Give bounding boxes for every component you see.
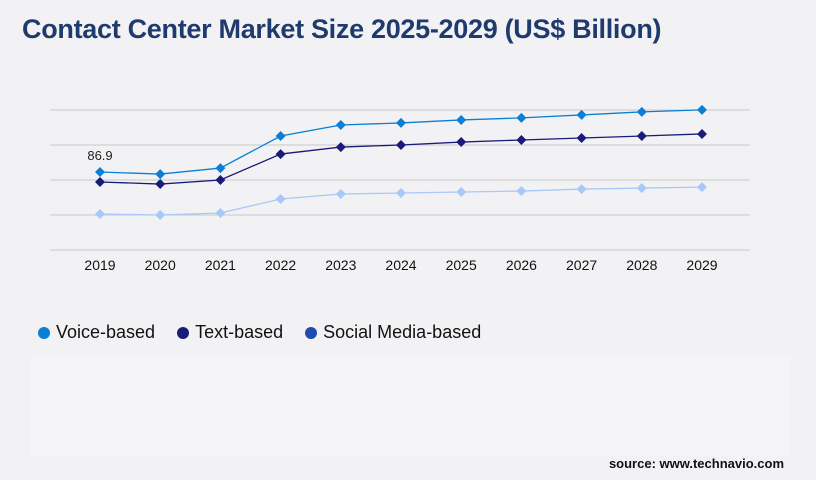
data-point xyxy=(335,189,346,199)
data-point xyxy=(335,142,346,153)
data-point xyxy=(215,163,226,174)
data-point xyxy=(95,176,105,187)
x-tick-label: 2022 xyxy=(265,257,296,273)
source-text: source: www.technavio.com xyxy=(608,456,784,471)
x-tick-label: 2023 xyxy=(325,257,356,273)
data-point xyxy=(636,106,647,117)
data-point xyxy=(215,175,226,185)
legend-label: Voice-based xyxy=(56,322,156,342)
legend-item: Text-based xyxy=(177,322,283,343)
data-point xyxy=(155,169,166,180)
data-point xyxy=(456,114,467,125)
data-point xyxy=(516,186,527,197)
data-point xyxy=(95,209,105,220)
data-point xyxy=(576,109,587,120)
data-point xyxy=(576,133,587,143)
data-point xyxy=(155,179,166,190)
legend-marker-icon xyxy=(305,326,318,339)
legend-item: Social Media-based xyxy=(305,322,481,343)
legend: Voice-based Text-based Social Media-based xyxy=(38,322,481,343)
data-point xyxy=(215,208,226,219)
data-point xyxy=(636,183,647,194)
x-tick-label: 2019 xyxy=(84,257,115,273)
data-point xyxy=(516,112,527,123)
data-point xyxy=(697,128,707,139)
background-panel xyxy=(30,356,790,456)
x-tick-label: 2029 xyxy=(686,257,717,273)
x-tick-label: 2027 xyxy=(566,257,597,273)
legend-marker-icon xyxy=(177,326,190,339)
x-tick-label: 2026 xyxy=(506,257,537,273)
data-point xyxy=(697,182,707,193)
data-point xyxy=(335,119,346,130)
data-point xyxy=(456,137,467,148)
data-point xyxy=(155,210,166,220)
data-point xyxy=(636,131,647,142)
legend-label: Social Media-based xyxy=(323,322,482,342)
data-point xyxy=(456,187,467,198)
line-chart: 2019 2020 2021 2022 2023 2024 2025 2026 2027 2028… xyxy=(50,104,750,273)
x-tick-label: 2025 xyxy=(446,257,477,273)
legend-label: Text-based xyxy=(195,322,284,342)
chart-title: Contact Center Market Size 2025-2029 (US… xyxy=(22,14,662,44)
data-point xyxy=(275,131,286,142)
data-point xyxy=(396,188,406,199)
data-label: 86.9 xyxy=(87,148,112,163)
data-point xyxy=(516,134,527,145)
data-point xyxy=(95,167,105,178)
data-point xyxy=(275,149,286,160)
data-point xyxy=(697,104,707,115)
legend-item: Voice-based xyxy=(38,322,155,343)
x-tick-label: 2028 xyxy=(626,257,657,273)
x-tick-label: 2020 xyxy=(145,257,176,273)
x-tick-label: 2024 xyxy=(385,257,416,273)
data-point xyxy=(275,194,286,205)
data-point xyxy=(396,140,406,150)
data-point xyxy=(396,117,406,128)
legend-marker-icon xyxy=(38,326,50,339)
data-point xyxy=(576,184,587,195)
x-tick-label: 2021 xyxy=(205,257,236,273)
